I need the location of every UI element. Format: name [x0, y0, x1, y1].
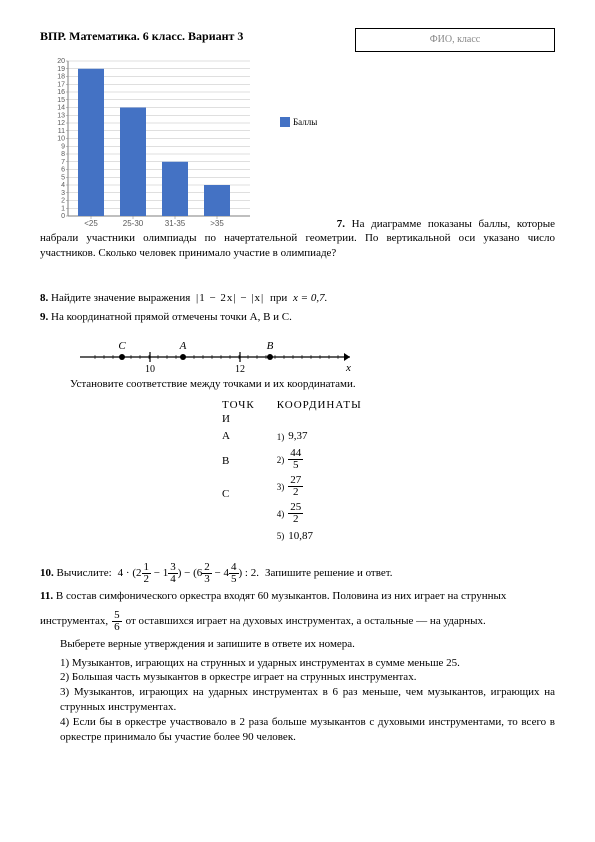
q10-expr: 4 · (212 − 134) − (623 − 445) : 2.: [118, 562, 259, 585]
q8-cond: x = 0,7.: [293, 292, 327, 304]
svg-text:18: 18: [57, 73, 65, 80]
coord-item: 2)445: [277, 448, 362, 471]
svg-text:6: 6: [61, 166, 65, 173]
problem-10: 10. Вычислите: 4 · (212 − 134) − (623 − …: [40, 562, 555, 585]
svg-text:31-35: 31-35: [165, 219, 186, 228]
number-line-wrap: 10 12 C A Bx: [70, 331, 555, 373]
chart-area: 01234567891011121314151617181920<2525-30…: [40, 56, 270, 231]
answer-option: 4) Если бы в оркестре участвовало в 2 ра…: [60, 715, 555, 745]
svg-text:10: 10: [145, 364, 155, 373]
q9-after: Установите соответствие между точками и …: [70, 377, 555, 392]
svg-text:10: 10: [57, 135, 65, 142]
svg-text:C: C: [118, 340, 126, 352]
svg-text:9: 9: [61, 143, 65, 150]
svg-text:>35: >35: [210, 219, 224, 228]
number-line: 10 12 C A Bx: [70, 331, 370, 373]
problem-8: 8. Найдите значение выражения |1 − 2x| −…: [40, 291, 555, 306]
q8-before: Найдите значение выражения: [51, 292, 190, 304]
header: ВПР. Математика. 6 класс. Вариант 3 ФИО,…: [40, 28, 555, 52]
q7-rest: участники олимпиады по начертательной ге…: [40, 232, 555, 259]
point-label: A: [222, 429, 255, 444]
svg-text:13: 13: [57, 112, 65, 119]
coord-item: 5)10,87: [277, 529, 362, 544]
page-title: ВПР. Математика. 6 класс. Вариант 3: [40, 28, 335, 44]
q8-num: 8.: [40, 292, 48, 304]
svg-text:15: 15: [57, 96, 65, 103]
fio-box[interactable]: ФИО, класс: [355, 28, 555, 52]
svg-text:A: A: [179, 340, 187, 352]
chart-block: 01234567891011121314151617181920<2525-30…: [40, 56, 317, 231]
problem-9: 9. На координатной прямой отмечены точки…: [40, 310, 555, 325]
bar-chart: 01234567891011121314151617181920<2525-30…: [40, 56, 270, 231]
legend-swatch: [280, 117, 290, 127]
col1-header: ТОЧКИ: [212, 398, 265, 428]
q10-after: Запишите решение и ответ.: [265, 566, 393, 581]
chart-legend: Баллы: [280, 116, 317, 128]
q11-prompt: Выберете верные утверждения и запишите в…: [60, 637, 555, 652]
points-col: AB C: [212, 429, 265, 548]
q7-num: 7.: [337, 218, 345, 230]
coord-item: 3)272: [277, 475, 362, 498]
svg-text:0: 0: [61, 213, 65, 220]
coord-table: ТОЧКИ КООРДИНАТЫ AB C 1)9,37 2)445 3)272 4)2…: [210, 396, 374, 550]
svg-text:8: 8: [61, 151, 65, 158]
svg-text:4: 4: [61, 182, 65, 189]
svg-text:12: 12: [235, 364, 245, 373]
svg-text:7: 7: [61, 158, 65, 165]
q9-num: 9.: [40, 311, 48, 323]
svg-text:3: 3: [61, 189, 65, 196]
q8-mid: при: [270, 292, 287, 304]
answer-option: 1) Музыкантов, играющих на струнных и уд…: [60, 656, 555, 671]
svg-text:20: 20: [57, 58, 65, 65]
q11-line1a: В состав симфонического оркестра входят …: [56, 590, 506, 602]
svg-text:11: 11: [58, 127, 65, 134]
q10-num: 10.: [40, 566, 54, 581]
svg-text:19: 19: [57, 65, 65, 72]
problem-7-row: 01234567891011121314151617181920<2525-30…: [40, 56, 555, 231]
svg-text:B: B: [267, 340, 274, 352]
answer-option: 2) Большая часть музыкантов в оркестре и…: [60, 670, 555, 685]
q11-num: 11.: [40, 590, 53, 602]
q11-line2: инструментах, 5 6 от оставшихся играет н…: [40, 610, 555, 633]
q11-line2b: от оставшихся играет на духовых инструме…: [126, 614, 486, 629]
svg-text:<25: <25: [84, 219, 98, 228]
svg-text:12: 12: [57, 120, 65, 127]
svg-text:17: 17: [57, 81, 65, 88]
svg-text:1: 1: [61, 205, 65, 212]
q11-line2a: инструментах,: [40, 614, 108, 629]
q9-text: На координатной прямой отмечены точки A,…: [51, 311, 292, 323]
svg-text:2: 2: [61, 197, 65, 204]
point-label: B: [222, 454, 255, 469]
svg-text:14: 14: [57, 104, 65, 111]
problem-11: 11. В состав симфонического оркестра вхо…: [40, 589, 555, 604]
coords-col: 1)9,37 2)445 3)272 4)252 5)10,87: [267, 429, 372, 548]
col2-header: КООРДИНАТЫ: [267, 398, 372, 428]
coord-item: 4)252: [277, 502, 362, 525]
legend-label: Баллы: [293, 116, 317, 128]
svg-text:25-30: 25-30: [123, 219, 144, 228]
q11-answers: 1) Музыкантов, играющих на струнных и уд…: [60, 656, 555, 745]
point-label: C: [222, 487, 255, 502]
svg-text:5: 5: [61, 174, 65, 181]
answer-option: 3) Музыкантов, играющих на ударных инстр…: [60, 685, 555, 715]
svg-text:x: x: [345, 362, 351, 373]
q8-expr: |1 − 2x| − |x|: [196, 292, 264, 304]
q11-frac: 5 6: [112, 610, 122, 633]
coord-item: 1)9,37: [277, 429, 362, 444]
q10-before: Вычислите:: [57, 566, 112, 581]
svg-text:16: 16: [57, 89, 65, 96]
